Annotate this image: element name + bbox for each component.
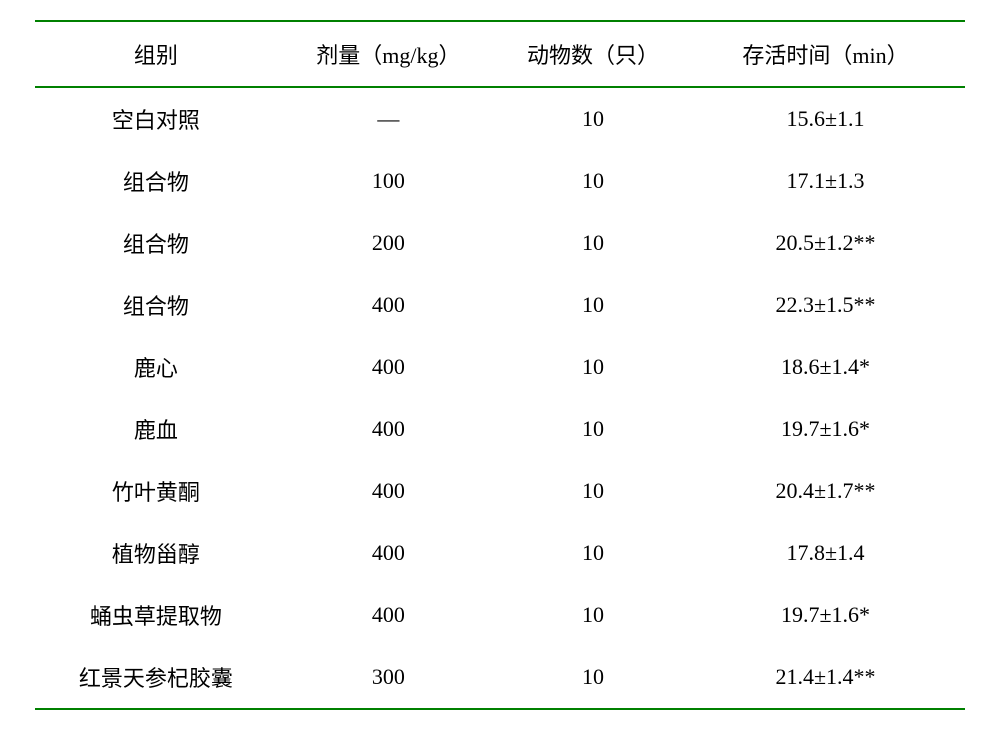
cell-animals: 10	[500, 398, 686, 460]
cell-dose: 400	[277, 460, 500, 522]
cell-group: 组合物	[35, 150, 277, 212]
cell-survival: 20.5±1.2**	[686, 212, 965, 274]
table-body: 空白对照 — 10 15.6±1.1 组合物 100 10 17.1±1.3 组…	[35, 87, 965, 709]
table-row: 鹿血 400 10 19.7±1.6*	[35, 398, 965, 460]
cell-dose: 200	[277, 212, 500, 274]
cell-dose: 100	[277, 150, 500, 212]
cell-dose: 400	[277, 522, 500, 584]
cell-animals: 10	[500, 274, 686, 336]
table-row: 植物甾醇 400 10 17.8±1.4	[35, 522, 965, 584]
cell-animals: 10	[500, 150, 686, 212]
cell-survival: 19.7±1.6*	[686, 584, 965, 646]
cell-animals: 10	[500, 646, 686, 709]
table-row: 组合物 400 10 22.3±1.5**	[35, 274, 965, 336]
cell-animals: 10	[500, 460, 686, 522]
cell-group: 红景天参杞胶囊	[35, 646, 277, 709]
cell-animals: 10	[500, 212, 686, 274]
table-header-row: 组别 剂量（mg/kg） 动物数（只） 存活时间（min）	[35, 21, 965, 87]
table-row: 蛹虫草提取物 400 10 19.7±1.6*	[35, 584, 965, 646]
cell-survival: 21.4±1.4**	[686, 646, 965, 709]
column-header-animals: 动物数（只）	[500, 21, 686, 87]
cell-group: 蛹虫草提取物	[35, 584, 277, 646]
cell-dose: 400	[277, 274, 500, 336]
cell-dose: 400	[277, 398, 500, 460]
cell-survival: 22.3±1.5**	[686, 274, 965, 336]
cell-group: 空白对照	[35, 87, 277, 150]
cell-survival: 18.6±1.4*	[686, 336, 965, 398]
cell-animals: 10	[500, 522, 686, 584]
table-row: 鹿心 400 10 18.6±1.4*	[35, 336, 965, 398]
cell-group: 鹿血	[35, 398, 277, 460]
cell-animals: 10	[500, 87, 686, 150]
cell-survival: 17.8±1.4	[686, 522, 965, 584]
cell-survival: 19.7±1.6*	[686, 398, 965, 460]
cell-survival: 15.6±1.1	[686, 87, 965, 150]
column-header-group: 组别	[35, 21, 277, 87]
table-row: 组合物 200 10 20.5±1.2**	[35, 212, 965, 274]
cell-animals: 10	[500, 584, 686, 646]
cell-group: 组合物	[35, 212, 277, 274]
cell-dose: 400	[277, 336, 500, 398]
cell-dose: —	[277, 87, 500, 150]
cell-group: 竹叶黄酮	[35, 460, 277, 522]
table-container: 组别 剂量（mg/kg） 动物数（只） 存活时间（min） 空白对照 — 10 …	[0, 0, 1000, 730]
table-row: 组合物 100 10 17.1±1.3	[35, 150, 965, 212]
table-row: 红景天参杞胶囊 300 10 21.4±1.4**	[35, 646, 965, 709]
data-table: 组别 剂量（mg/kg） 动物数（只） 存活时间（min） 空白对照 — 10 …	[35, 20, 965, 710]
cell-animals: 10	[500, 336, 686, 398]
cell-group: 组合物	[35, 274, 277, 336]
cell-group: 鹿心	[35, 336, 277, 398]
cell-group: 植物甾醇	[35, 522, 277, 584]
column-header-survival: 存活时间（min）	[686, 21, 965, 87]
cell-survival: 17.1±1.3	[686, 150, 965, 212]
cell-dose: 300	[277, 646, 500, 709]
cell-dose: 400	[277, 584, 500, 646]
table-row: 空白对照 — 10 15.6±1.1	[35, 87, 965, 150]
cell-survival: 20.4±1.7**	[686, 460, 965, 522]
table-row: 竹叶黄酮 400 10 20.4±1.7**	[35, 460, 965, 522]
column-header-dose: 剂量（mg/kg）	[277, 21, 500, 87]
